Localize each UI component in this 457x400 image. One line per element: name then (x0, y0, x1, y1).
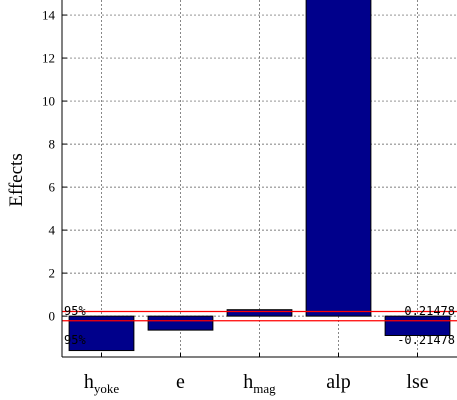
x-tick-label-base: alp (326, 371, 350, 393)
reference-lines (62, 310, 457, 322)
y-tick-label-2: 4 (49, 223, 56, 238)
x-tick-label-1: e (176, 371, 185, 393)
x-tick-label-3: alp (326, 371, 350, 393)
y-axis-label: Effects (6, 153, 27, 206)
x-tick-label-base: e (176, 371, 185, 393)
bar-1 (147, 315, 214, 331)
annotation-bottom-right: -0.21478 (397, 333, 455, 347)
x-tick-label-4: lse (406, 371, 428, 393)
bar-0 (68, 315, 135, 352)
y-tick-label-7: 14 (42, 8, 56, 23)
x-tick-label-base: lse (406, 371, 428, 393)
annotation-bottom-left: 95% (64, 333, 86, 347)
x-tick-label-base: h (243, 371, 253, 393)
bars (68, 0, 451, 352)
x-tick-label-base: h (84, 371, 94, 393)
grid-lines (62, 0, 457, 357)
y-tick-label-4: 8 (49, 137, 56, 152)
y-tick-label-1: 2 (49, 266, 56, 281)
x-tick-label-subscript: yoke (94, 381, 120, 396)
y-tick-label-3: 6 (49, 180, 56, 195)
x-tick-label-2: hmag (243, 371, 276, 396)
x-tick-labels: hyoke e hmag alp lse (84, 353, 429, 396)
annotation-top-right: 0.21478 (404, 304, 455, 318)
x-tick-label-subscript: mag (253, 381, 276, 396)
bar-2 (226, 309, 293, 317)
y-tick-labels: 0 2 4 6 8 10 12 14 (42, 8, 67, 324)
x-tick-label-0: hyoke (84, 371, 120, 396)
y-tick-label-0: 0 (49, 309, 56, 324)
y-tick-label-6: 12 (42, 51, 55, 66)
bar-3 (305, 0, 372, 317)
annotation-top-left: 95% (64, 304, 86, 318)
y-tick-label-5: 10 (42, 94, 55, 109)
